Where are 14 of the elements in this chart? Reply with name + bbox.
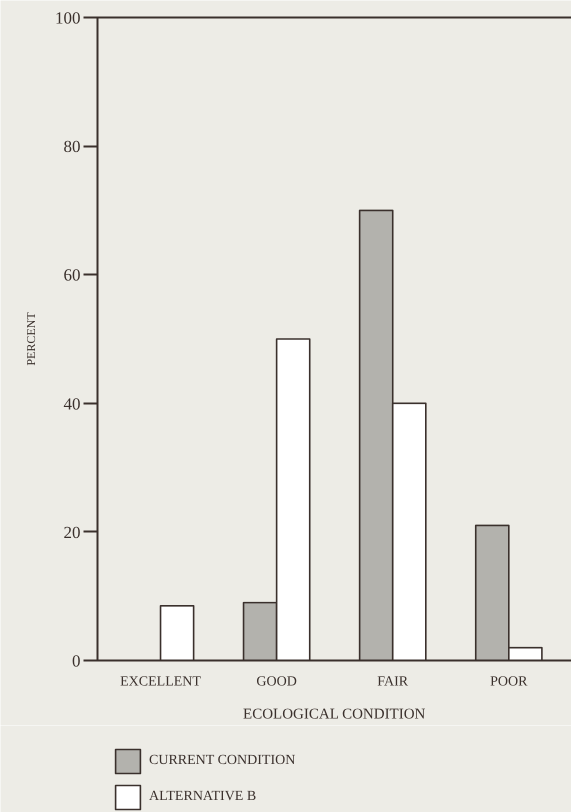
y-tick-label: 20 bbox=[64, 522, 80, 542]
x-tick-label: FAIR bbox=[377, 674, 409, 690]
x-tick-label: EXCELLENT bbox=[120, 674, 202, 690]
legend-label: CURRENT CONDITION bbox=[149, 753, 296, 769]
x-tick-label: GOOD bbox=[256, 674, 297, 690]
y-tick-label: 80 bbox=[64, 137, 80, 156]
y-tick-label: 100 bbox=[55, 8, 80, 28]
x-tick-label: POOR bbox=[490, 674, 528, 690]
x-axis-title: ECOLOGICAL CONDITION bbox=[243, 706, 426, 722]
legend-label: ALTERNATIVE B bbox=[149, 789, 256, 805]
y-tick-label: 40 bbox=[64, 394, 80, 414]
y-tick-label: 60 bbox=[64, 266, 80, 285]
y-axis-title: PERCENT bbox=[24, 312, 38, 366]
y-tick-label: 0 bbox=[72, 652, 80, 670]
